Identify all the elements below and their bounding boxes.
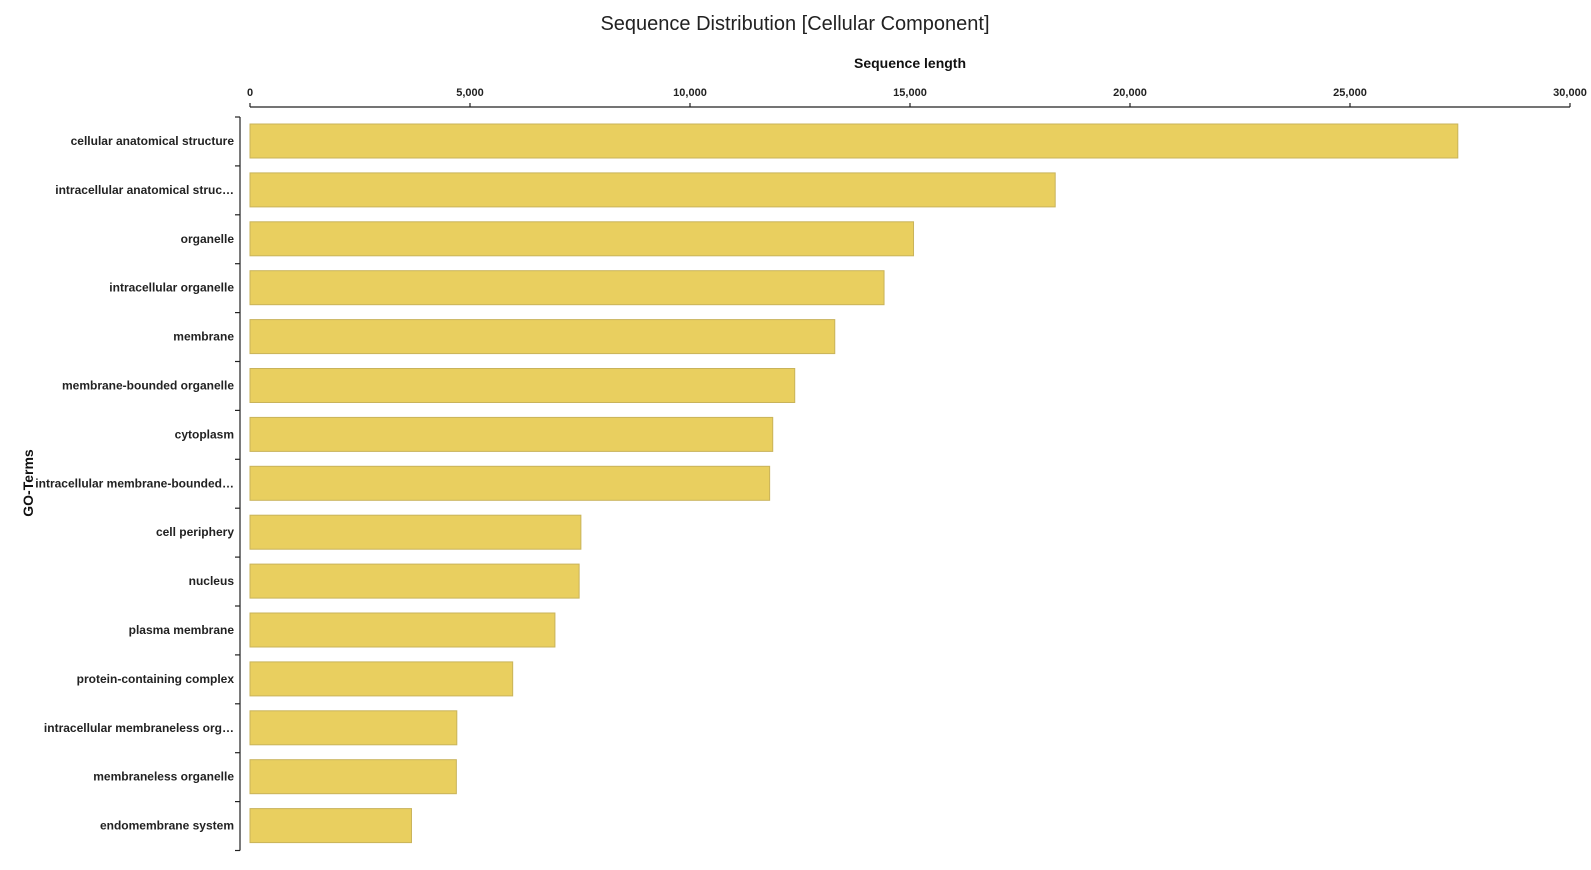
x-tick-label: 5,000	[456, 87, 484, 99]
bar[interactable]	[249, 368, 796, 403]
bar[interactable]	[249, 759, 457, 795]
chart-title: Sequence Distribution [Cellular Componen…	[600, 13, 989, 35]
y-axis-title: GO-Terms	[20, 449, 36, 517]
category-label: membraneless organelle	[93, 770, 234, 784]
category-label: protein-containing complex	[77, 672, 235, 686]
bar[interactable]	[249, 172, 1056, 208]
bar[interactable]	[249, 416, 774, 452]
x-tick-label: 20,000	[1113, 87, 1147, 99]
category-label: organelle	[181, 232, 235, 246]
category-label: endomembrane system	[100, 819, 234, 833]
bar[interactable]	[249, 514, 582, 550]
category-label: cytoplasm	[175, 427, 234, 441]
bar[interactable]	[249, 612, 556, 648]
bar[interactable]	[249, 661, 514, 697]
x-tick-label: 25,000	[1333, 87, 1367, 99]
x-axis: 0 5,000 10,000 15,000 20,000 25,000 30,000	[247, 87, 1587, 108]
bar[interactable]	[249, 319, 836, 355]
category-label: intracellular anatomical struc…	[55, 183, 234, 197]
category-label: cell periphery	[156, 525, 234, 539]
bar[interactable]	[249, 270, 885, 306]
bar[interactable]	[249, 221, 915, 257]
x-tick-label: 15,000	[893, 87, 927, 99]
category-label: plasma membrane	[129, 623, 235, 637]
bar[interactable]	[249, 465, 771, 501]
x-tick-label: 30,000	[1553, 87, 1587, 99]
bars	[249, 123, 1459, 844]
category-label: membrane-bounded organelle	[62, 379, 234, 393]
category-label: cellular anatomical structure	[71, 134, 235, 148]
bar[interactable]	[249, 808, 412, 844]
category-label: membrane	[173, 330, 234, 344]
x-axis-title: Sequence length	[854, 55, 966, 71]
y-axis: cellular anatomical structure intracellul…	[35, 116, 241, 852]
category-label: intracellular organelle	[109, 281, 234, 295]
bar[interactable]	[249, 123, 1459, 159]
category-label: intracellular membrane-bounded…	[35, 476, 234, 490]
category-label: intracellular membraneless org…	[44, 721, 234, 735]
x-tick-label: 0	[247, 87, 253, 99]
bar[interactable]	[249, 563, 580, 599]
bar[interactable]	[249, 710, 458, 746]
x-tick-label: 10,000	[673, 87, 707, 99]
category-label: nucleus	[189, 574, 235, 588]
